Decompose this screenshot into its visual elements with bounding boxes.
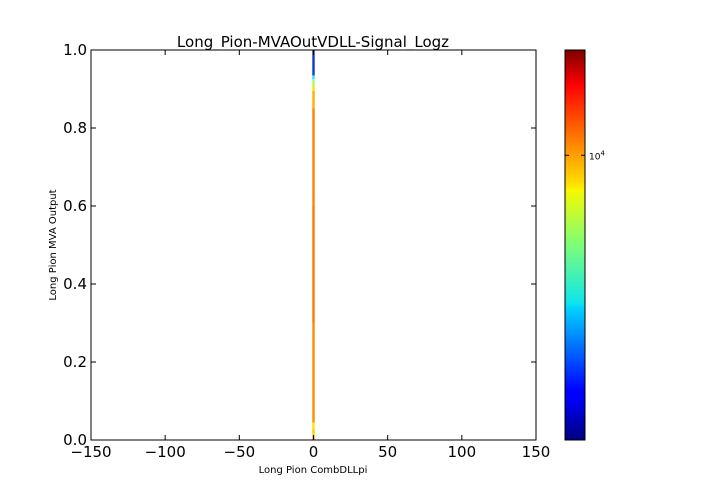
y-axis-label: Long Pion MVA Output (48, 189, 59, 300)
x-tick-label: −100 (145, 443, 186, 461)
x-tick-label: −150 (70, 443, 111, 461)
x-axis-ticks: −150 −100 −50 0 50 100 150 (70, 50, 550, 461)
heatmap-cell (312, 108, 315, 206)
heatmap-cell (312, 79, 315, 86)
x-tick-label: 100 (448, 443, 477, 461)
heatmap-layer (312, 50, 315, 440)
heatmap-cell (312, 85, 315, 91)
colorbar-tick: 104 (565, 149, 605, 162)
x-tick-label: 50 (378, 443, 397, 461)
x-tick-label: −50 (224, 443, 256, 461)
y-tick-label: 0.6 (63, 197, 87, 215)
x-tick-label: 0 (309, 443, 319, 461)
chart-title: Long_Pion-MVAOutVDLL-Signal_Logz (177, 33, 449, 52)
y-tick-label: 0.2 (63, 353, 87, 371)
y-axis-ticks: 0.0 0.2 0.4 0.6 0.8 1.0 (63, 41, 536, 449)
heatmap-cell (312, 90, 315, 109)
x-tick-label: 150 (522, 443, 551, 461)
y-tick-label: 0.8 (63, 119, 87, 137)
colorbar (564, 49, 586, 441)
y-tick-label: 1.0 (63, 41, 87, 59)
heatmap-cell (312, 422, 315, 429)
x-axis-label: Long Pion CombDLLpi (259, 465, 368, 476)
heatmap-cell (312, 206, 315, 323)
y-tick-label: 0.0 (63, 431, 87, 449)
heatmap-cell (312, 428, 315, 437)
heatmap-cell (312, 50, 315, 76)
heatmap-cell (312, 323, 315, 423)
heatmap-cell (312, 75, 315, 80)
colorbar-tick-label: 104 (589, 149, 605, 162)
y-tick-label: 0.4 (63, 275, 87, 293)
